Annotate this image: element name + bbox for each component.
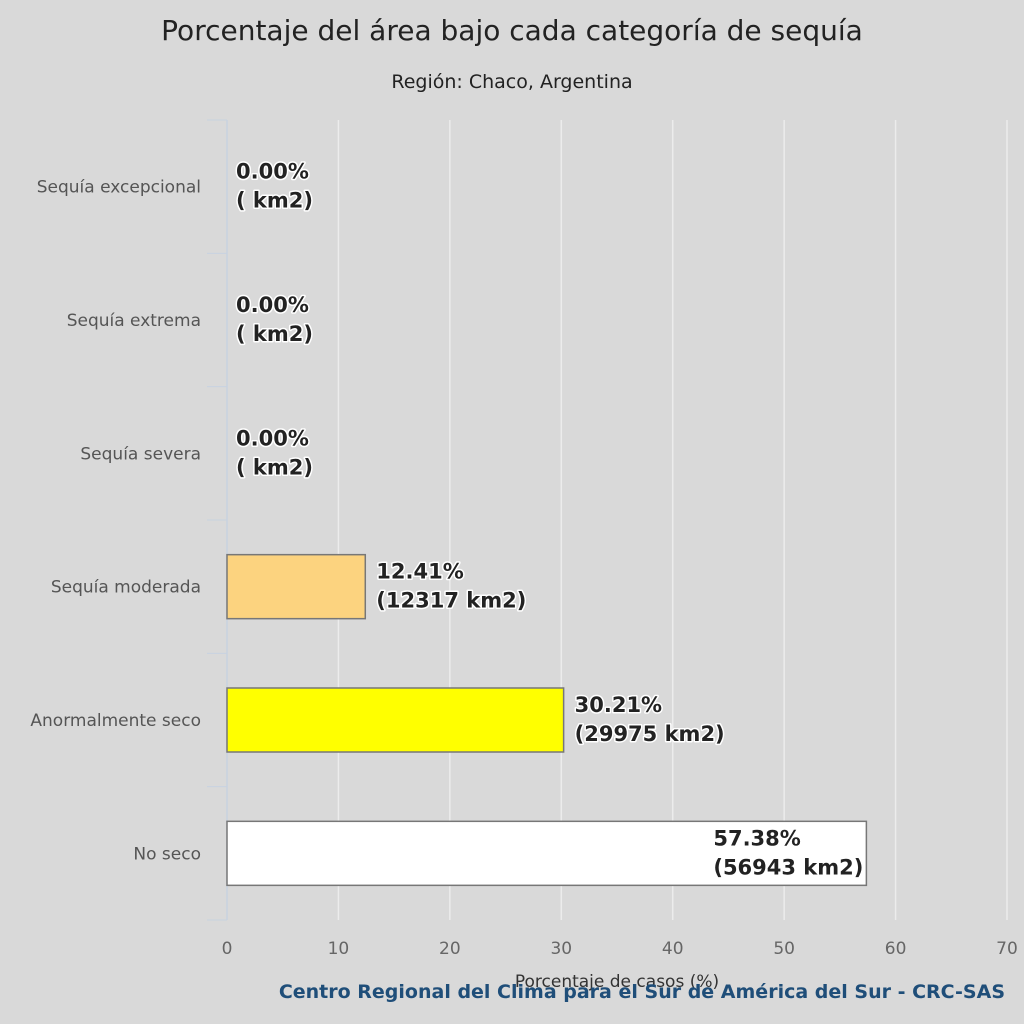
data-label: 0.00% ( km2) — [236, 160, 313, 213]
x-tick-label: 10 — [328, 939, 350, 959]
data-label-percent: 30.21% — [575, 693, 662, 717]
data-label-area: ( km2) — [236, 455, 313, 479]
data-label: 0.00% ( km2) — [236, 426, 313, 479]
data-label-area: (12317 km2) — [376, 589, 526, 613]
x-tick-label: 20 — [439, 939, 461, 959]
data-label-area: (56943 km2) — [713, 855, 863, 879]
chart-title: Porcentaje del área bajo cada categoría … — [161, 14, 863, 47]
credit-text: Centro Regional del Clima para el Sur de… — [279, 981, 1005, 1003]
bar — [226, 687, 565, 753]
data-label: 12.41% (12317 km2) — [376, 560, 526, 613]
bar — [226, 553, 367, 620]
data-label: 0.00% ( km2) — [236, 293, 313, 346]
bar — [226, 820, 868, 887]
data-label-percent: 57.38% — [713, 826, 800, 850]
category-label: Sequía moderada — [51, 578, 201, 598]
data-label-area: (29975 km2) — [575, 722, 725, 746]
category-label: No seco — [133, 844, 201, 864]
category-label: Sequía severa — [80, 444, 201, 464]
data-label: 30.21% (29975 km2) — [575, 693, 725, 746]
x-tick-label: 30 — [550, 939, 572, 959]
x-axis-title: Porcentaje de casos (%) — [515, 972, 719, 992]
data-label-percent: 0.00% — [236, 293, 309, 317]
data-label-area: ( km2) — [236, 189, 313, 213]
data-label-area: ( km2) — [236, 322, 313, 346]
x-tick-label: 40 — [662, 939, 684, 959]
data-label-percent: 0.00% — [236, 160, 309, 184]
data-label-percent: 0.00% — [236, 426, 309, 450]
x-tick-label: 70 — [996, 939, 1018, 959]
category-label: Sequía extrema — [67, 311, 201, 331]
x-tick-label: 0 — [222, 939, 233, 959]
data-label-percent: 12.41% — [376, 560, 463, 584]
category-label: Anormalmente seco — [30, 711, 201, 731]
x-tick-label: 50 — [773, 939, 795, 959]
chart-subtitle: Región: Chaco, Argentina — [391, 71, 632, 93]
x-tick-label: 60 — [885, 939, 907, 959]
data-label: 57.38% (56943 km2) — [713, 826, 863, 879]
category-label: Sequía excepcional — [37, 178, 201, 198]
